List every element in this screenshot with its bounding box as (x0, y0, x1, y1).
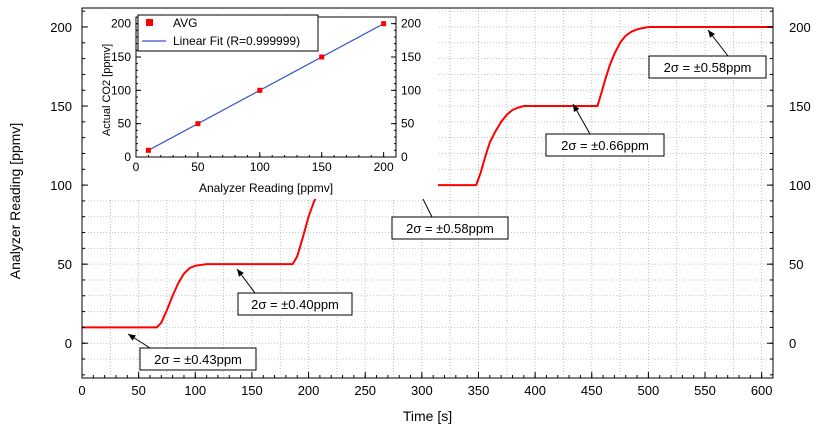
inset-legend: AVG Linear Fit (R=0.999999) (137, 14, 319, 52)
legend-label-avg: AVG (173, 16, 197, 30)
annotation-arrowhead (573, 104, 580, 112)
x-tick-label: 500 (638, 383, 660, 398)
x-tick-label: 0 (78, 383, 85, 398)
annotation-arrowhead (237, 269, 244, 277)
inset-point (319, 54, 325, 60)
inset-y-tick-label-right: 50 (401, 117, 415, 131)
inset-y-tick-label-right: 150 (401, 50, 421, 64)
inset-point (381, 21, 387, 27)
y-tick-label: 0 (65, 336, 72, 351)
x-tick-label: 50 (131, 383, 145, 398)
y-tick-label: 200 (50, 20, 72, 35)
x-tick-label: 550 (694, 383, 716, 398)
inset-point (145, 147, 151, 153)
inset-x-axis-label: Analyzer Reading [ppmv] (199, 181, 333, 195)
y-tick-label-right: 200 (789, 20, 811, 35)
inset-series (145, 21, 387, 153)
annotation-label: 2σ = ±0.58ppm (664, 60, 752, 75)
series-line (82, 25, 773, 329)
inset-x-tick-label: 150 (312, 160, 332, 174)
legend-label-fit: Linear Fit (R=0.999999) (173, 34, 300, 48)
y-tick-label-right: 100 (789, 178, 811, 193)
annotation-box (237, 292, 353, 316)
annotations: 2σ = ±0.43ppm 2σ = ±0.40ppm 2σ = ±0.58ppm 2… (127, 29, 767, 371)
annotation-arrowhead (708, 30, 715, 38)
y-tick-label-right: 50 (789, 257, 803, 272)
y-tick-label: 150 (50, 99, 72, 114)
inset-y-tick-label: 200 (111, 17, 131, 31)
inset-x-tick-label: 0 (133, 160, 140, 174)
x-tick-label: 200 (298, 383, 320, 398)
annotation-box (139, 347, 257, 371)
inset-y-axis-label: Actual CO2 [ppmv] (101, 44, 113, 136)
inset-point (195, 121, 201, 127)
y-tick-label-right: 150 (789, 99, 811, 114)
annotation-box (391, 216, 509, 240)
y-tick-label: 50 (58, 257, 72, 272)
main-y-axis-label: Analyzer Reading [ppmv] (7, 123, 23, 279)
main-series (82, 25, 773, 329)
x-tick-label: 450 (581, 383, 603, 398)
annotation-label: 2σ = ±0.58ppm (406, 221, 494, 236)
annotation-label: 2σ = ±0.43ppm (154, 352, 242, 367)
x-tick-label: 100 (184, 383, 206, 398)
inset-y-tick-label-right: 200 (401, 17, 421, 31)
annotation-label: 2σ = ±0.40ppm (251, 297, 339, 312)
x-tick-label: 150 (241, 383, 263, 398)
x-tick-label: 250 (354, 383, 376, 398)
y-tick-label-right: 0 (789, 336, 796, 351)
y-tick-label: 100 (50, 178, 72, 193)
x-tick-label: 300 (411, 383, 433, 398)
inset-x-tick-label: 50 (191, 160, 205, 174)
annotation-box (648, 55, 767, 79)
main-x-axis-label: Time [s] (403, 408, 452, 424)
inset-fit-line (148, 23, 384, 151)
legend-box (137, 14, 319, 52)
inset-x-tick-label: 100 (250, 160, 270, 174)
inset-y-tick-label: 150 (111, 50, 131, 64)
x-tick-label: 600 (751, 383, 773, 398)
annotation-label: 2σ = ±0.66ppm (561, 138, 649, 153)
inset-y-tick-label-right: 0 (401, 150, 408, 164)
annotation-box (545, 133, 665, 157)
legend-avg-marker (146, 19, 153, 26)
inset-x-tick-label: 200 (374, 160, 394, 174)
x-tick-label: 400 (524, 383, 546, 398)
inset-y-tick-label: 100 (111, 83, 131, 97)
inset-y-tick-label: 0 (124, 150, 131, 164)
inset-y-tick-label-right: 100 (401, 83, 421, 97)
inset-y-tick-label: 50 (118, 117, 132, 131)
inset-point (257, 87, 263, 93)
annotation-arrowhead (128, 334, 136, 341)
main-plot-frame (81, 7, 774, 379)
x-tick-label: 350 (468, 383, 490, 398)
